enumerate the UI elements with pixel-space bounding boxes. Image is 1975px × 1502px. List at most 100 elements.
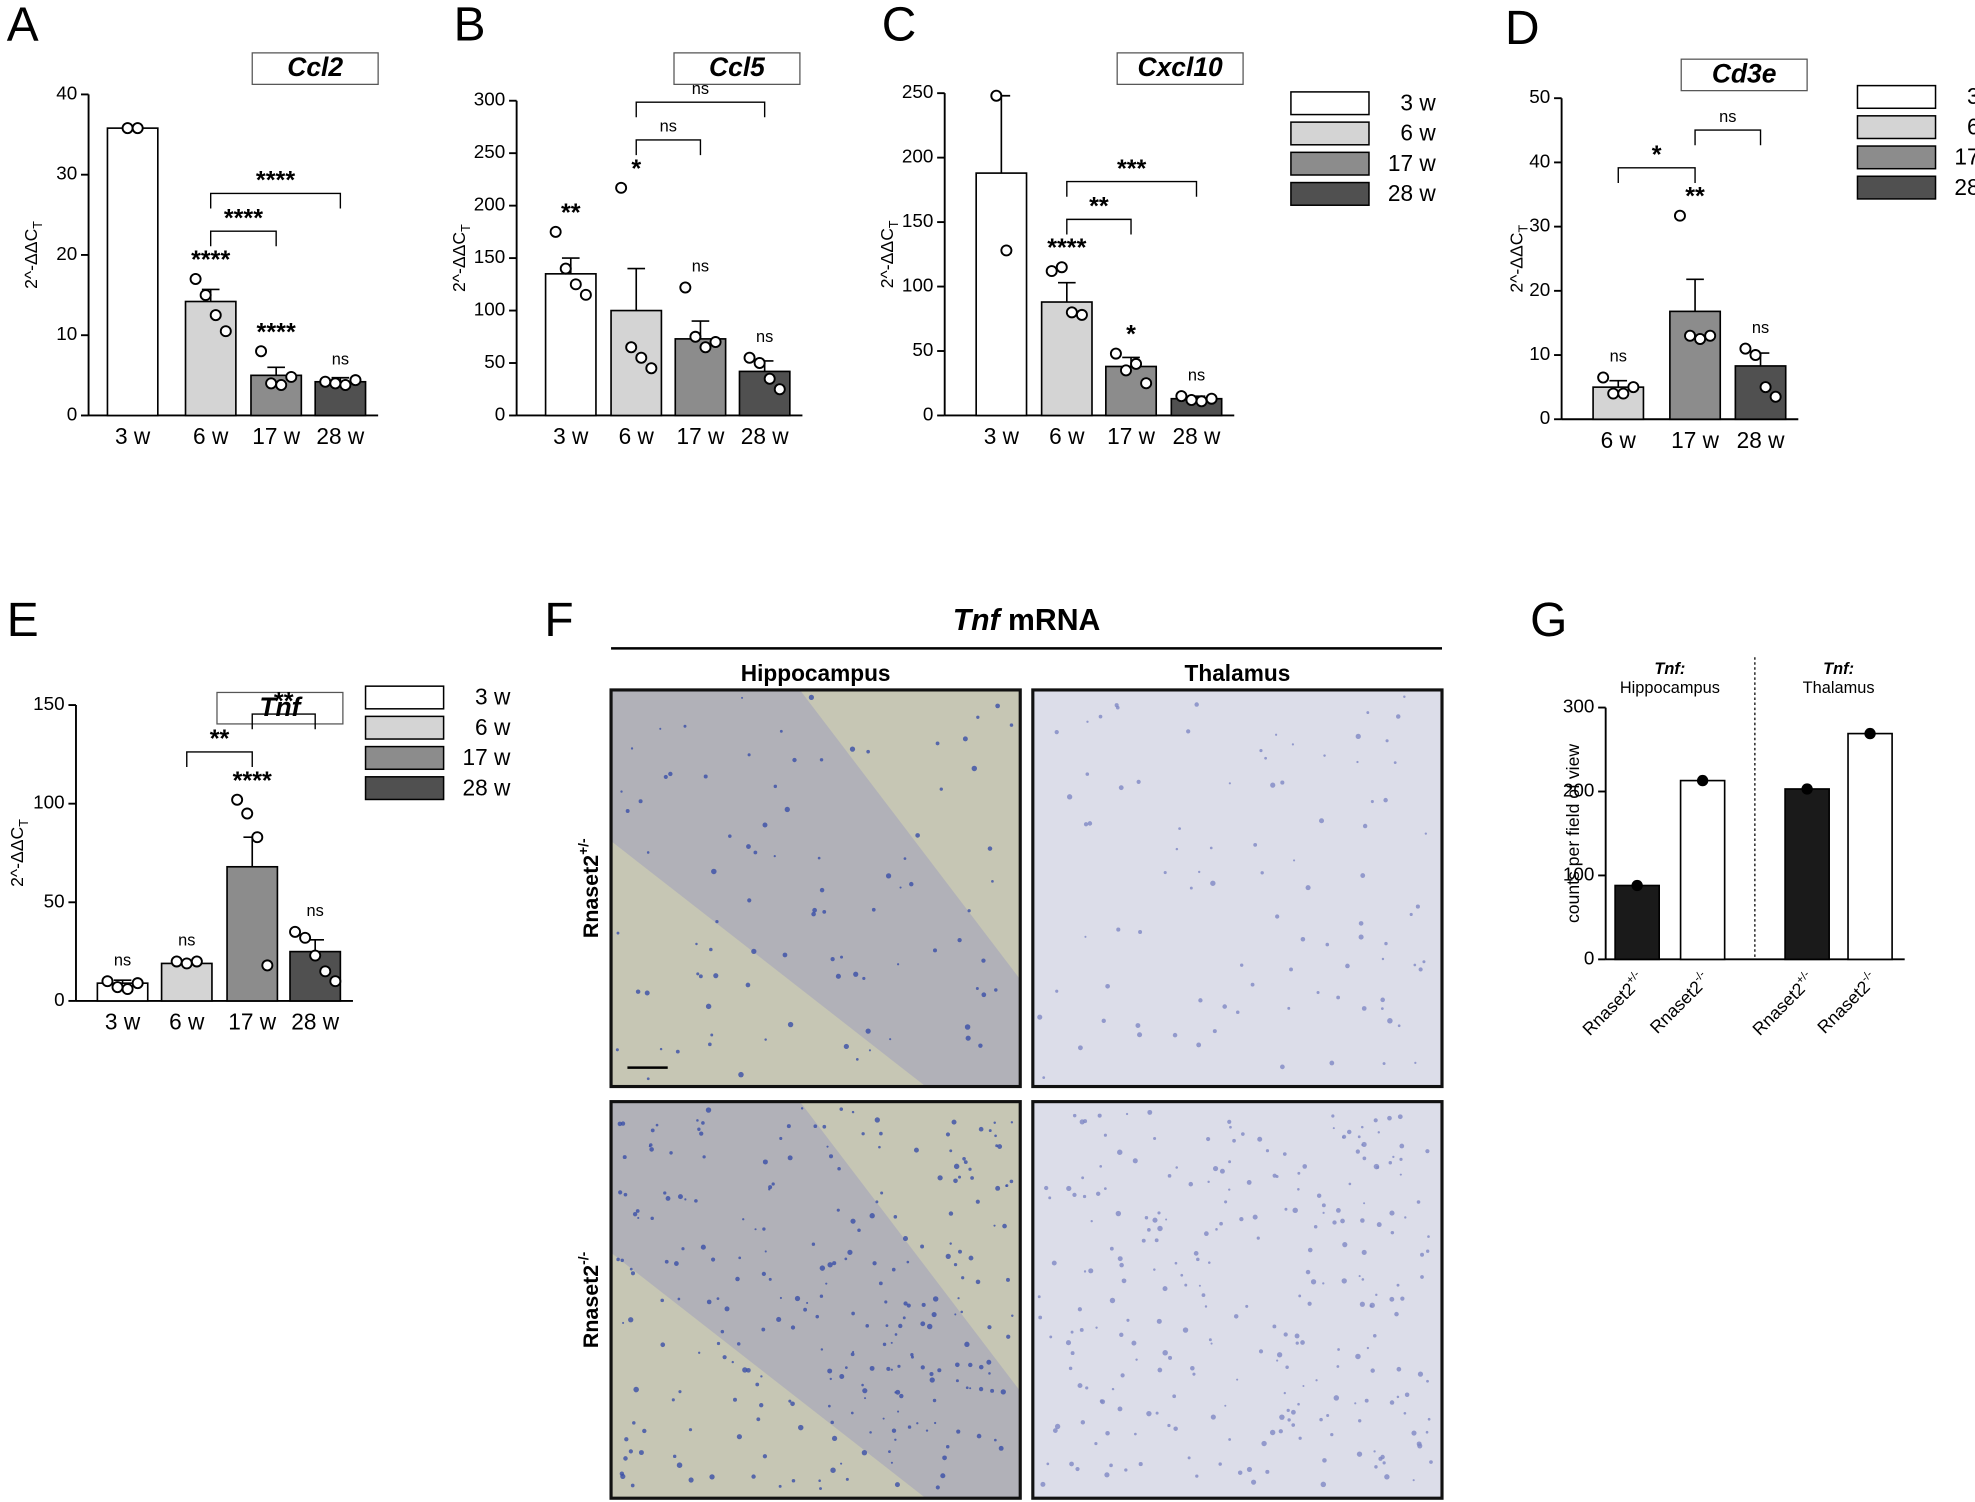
stain-dot bbox=[988, 1372, 991, 1375]
significance-bracket bbox=[1066, 218, 1132, 235]
significance-label: * bbox=[1126, 321, 1136, 349]
chart-title: Cxcl10 bbox=[1138, 52, 1224, 82]
stain-dot bbox=[894, 1438, 897, 1441]
stain-dot bbox=[888, 1450, 891, 1454]
x-tick-label-text: Rnaset2 bbox=[1646, 977, 1707, 1038]
stain-dot bbox=[812, 907, 817, 913]
stain-dot bbox=[1297, 1188, 1300, 1191]
stain-dot bbox=[694, 1199, 698, 1203]
bracket-label: ** bbox=[1089, 193, 1109, 221]
stain-dot bbox=[1404, 1216, 1407, 1219]
data-point bbox=[1120, 364, 1132, 377]
panel-letter: C bbox=[882, 0, 917, 51]
stain-dot bbox=[1322, 1458, 1327, 1463]
stain-dot bbox=[1082, 1194, 1087, 1199]
stain-dot bbox=[1420, 1252, 1425, 1257]
stain-dot bbox=[884, 1300, 888, 1304]
chart-title: Tnf bbox=[259, 692, 302, 722]
stain-dot bbox=[1117, 1256, 1123, 1262]
stain-dot bbox=[1389, 1296, 1395, 1302]
stain-dot bbox=[786, 1124, 791, 1129]
stain-dot bbox=[1094, 1442, 1098, 1446]
stain-dot bbox=[817, 856, 821, 860]
significance-bracket bbox=[1694, 129, 1762, 146]
stain-dot bbox=[1381, 957, 1385, 961]
stain-dot bbox=[940, 1473, 946, 1479]
stain-dot bbox=[1037, 1295, 1041, 1299]
stain-dot bbox=[1411, 1430, 1417, 1436]
stain-dot bbox=[975, 1199, 980, 1204]
stain-dot bbox=[1359, 1301, 1365, 1307]
data-point bbox=[121, 983, 134, 996]
stain-dot bbox=[1246, 1180, 1252, 1185]
stain-dot bbox=[1210, 880, 1216, 886]
stain-dot bbox=[1054, 1423, 1061, 1430]
y-tick-label: 50 bbox=[912, 340, 933, 361]
stain-dot bbox=[896, 963, 900, 966]
stain-dot bbox=[880, 1191, 884, 1195]
bar bbox=[1614, 884, 1661, 961]
stain-dot bbox=[1228, 1188, 1231, 1191]
stain-dot bbox=[620, 1258, 624, 1263]
data-point bbox=[309, 949, 322, 962]
stain-dot bbox=[1103, 1133, 1107, 1137]
stain-dot bbox=[1260, 871, 1264, 875]
stain-dot bbox=[1088, 1268, 1094, 1274]
legend-swatch bbox=[1290, 91, 1370, 116]
bar bbox=[106, 127, 159, 417]
stain-dot bbox=[811, 1242, 816, 1246]
data-point bbox=[1175, 390, 1188, 403]
significance-label: ns bbox=[332, 350, 349, 368]
y-axis-label-sub: T bbox=[459, 224, 473, 232]
stain-dot bbox=[861, 1450, 868, 1456]
stain-dot bbox=[1361, 1143, 1364, 1146]
stain-dot bbox=[1147, 1228, 1151, 1232]
stain-dot bbox=[1418, 967, 1423, 972]
legend-label: 28 w bbox=[462, 774, 510, 800]
stain-dot bbox=[649, 1147, 654, 1152]
stain-dot bbox=[830, 1467, 836, 1473]
stain-dot bbox=[1316, 991, 1320, 995]
stain-dot bbox=[1389, 1210, 1395, 1216]
stain-dot bbox=[616, 1257, 620, 1262]
stain-dot bbox=[899, 886, 902, 889]
stain-dot bbox=[1372, 1334, 1377, 1338]
stain-dot bbox=[1117, 1149, 1123, 1155]
significance-label: ns bbox=[114, 951, 131, 969]
stain-dot bbox=[988, 1129, 992, 1133]
data-point bbox=[569, 278, 582, 291]
stain-dot bbox=[1360, 1218, 1365, 1223]
stain-dot bbox=[1269, 1429, 1276, 1436]
stain-dot bbox=[830, 1420, 834, 1425]
stain-dot bbox=[617, 1121, 623, 1127]
stain-dot bbox=[1100, 1399, 1106, 1405]
legend-swatch bbox=[1290, 151, 1370, 176]
stain-dot bbox=[1196, 1257, 1200, 1262]
stain-dot bbox=[1077, 1045, 1083, 1051]
stain-dot bbox=[787, 1021, 794, 1028]
y-tick-label: 0 bbox=[923, 404, 934, 425]
stain-dot bbox=[638, 1450, 644, 1456]
significance-bracket bbox=[635, 139, 702, 156]
stain-dot bbox=[1204, 1305, 1208, 1308]
stain-dot bbox=[1246, 1466, 1253, 1473]
stain-dot bbox=[669, 1151, 673, 1155]
y-tick-label: 300 bbox=[474, 90, 506, 111]
y-axis-label: 2^-ΔΔCT bbox=[21, 221, 46, 289]
stain-dot bbox=[700, 1244, 706, 1250]
stain-dot bbox=[638, 799, 643, 804]
stain-dot bbox=[1422, 960, 1426, 964]
stain-dot bbox=[1105, 983, 1110, 989]
micrograph bbox=[1032, 1101, 1443, 1499]
stain-dot bbox=[803, 1307, 808, 1312]
stain-dot bbox=[779, 729, 783, 733]
stain-dot bbox=[742, 1218, 745, 1221]
x-tick-label-text: Rnaset2 bbox=[1813, 977, 1874, 1038]
y-tick-label: 40 bbox=[1529, 151, 1550, 172]
y-tick-label: 200 bbox=[474, 195, 506, 216]
legend-label: 3 w bbox=[475, 684, 511, 710]
stain-dot bbox=[1009, 1179, 1014, 1184]
stain-dot bbox=[738, 1071, 744, 1078]
x-tick-label: 6 w bbox=[193, 423, 229, 449]
group-label: Tnf: bbox=[1654, 660, 1685, 678]
